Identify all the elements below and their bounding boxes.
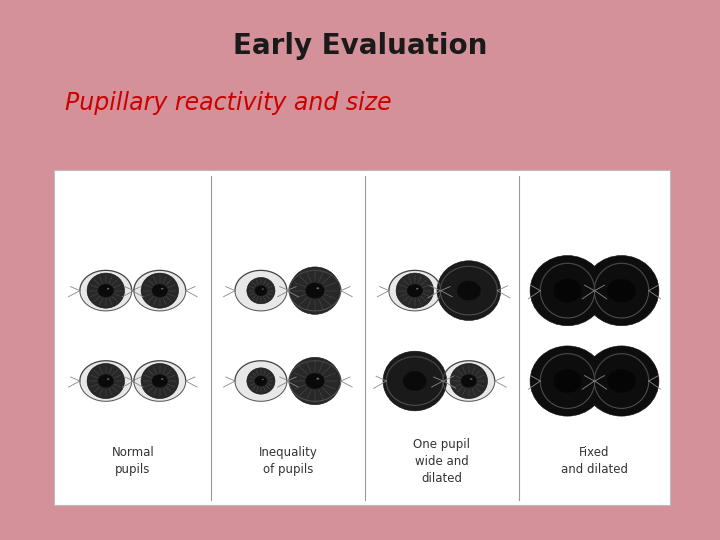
- Text: Pupillary reactivity and size: Pupillary reactivity and size: [65, 91, 392, 114]
- Ellipse shape: [437, 261, 500, 320]
- Ellipse shape: [161, 378, 163, 380]
- Ellipse shape: [87, 363, 125, 399]
- Polygon shape: [387, 357, 444, 406]
- Ellipse shape: [289, 357, 340, 404]
- Ellipse shape: [403, 371, 427, 391]
- Ellipse shape: [584, 346, 659, 416]
- Ellipse shape: [247, 278, 275, 304]
- Ellipse shape: [457, 281, 481, 300]
- Polygon shape: [389, 271, 441, 311]
- Ellipse shape: [289, 267, 340, 314]
- Ellipse shape: [407, 284, 423, 297]
- Polygon shape: [540, 264, 595, 318]
- Ellipse shape: [87, 273, 125, 308]
- Polygon shape: [134, 361, 186, 401]
- Ellipse shape: [262, 288, 264, 290]
- Text: Inequality
of pupils: Inequality of pupils: [258, 447, 318, 476]
- Polygon shape: [441, 266, 498, 315]
- Ellipse shape: [607, 279, 636, 302]
- Ellipse shape: [98, 375, 114, 388]
- Ellipse shape: [161, 288, 163, 289]
- Ellipse shape: [141, 363, 179, 399]
- Ellipse shape: [255, 376, 267, 386]
- Polygon shape: [235, 271, 287, 311]
- Ellipse shape: [607, 369, 636, 393]
- Polygon shape: [134, 271, 186, 311]
- Ellipse shape: [141, 273, 179, 308]
- Ellipse shape: [584, 255, 659, 326]
- Ellipse shape: [530, 346, 605, 416]
- Ellipse shape: [152, 375, 168, 388]
- Text: Early Evaluation: Early Evaluation: [233, 32, 487, 60]
- Polygon shape: [443, 361, 495, 401]
- Polygon shape: [80, 271, 132, 311]
- Polygon shape: [289, 271, 341, 311]
- Text: Normal
pupils: Normal pupils: [112, 447, 154, 476]
- Ellipse shape: [553, 369, 582, 393]
- Ellipse shape: [316, 377, 319, 380]
- Ellipse shape: [553, 279, 582, 302]
- Text: One pupil
wide and
dilated: One pupil wide and dilated: [413, 438, 470, 485]
- Ellipse shape: [416, 288, 418, 289]
- Ellipse shape: [305, 283, 325, 299]
- Polygon shape: [594, 264, 649, 318]
- Ellipse shape: [247, 368, 275, 394]
- Ellipse shape: [262, 379, 264, 380]
- Ellipse shape: [316, 287, 319, 289]
- Polygon shape: [594, 354, 649, 408]
- Ellipse shape: [470, 378, 472, 380]
- Polygon shape: [289, 361, 341, 401]
- FancyBboxPatch shape: [54, 170, 670, 505]
- Ellipse shape: [450, 363, 487, 399]
- Ellipse shape: [396, 273, 433, 308]
- Polygon shape: [235, 361, 287, 401]
- Text: Fixed
and dilated: Fixed and dilated: [561, 447, 628, 476]
- Ellipse shape: [383, 351, 446, 411]
- Ellipse shape: [107, 288, 109, 289]
- Ellipse shape: [255, 286, 267, 296]
- Ellipse shape: [152, 284, 168, 297]
- Ellipse shape: [107, 378, 109, 380]
- Ellipse shape: [98, 284, 114, 297]
- Polygon shape: [540, 354, 595, 408]
- Ellipse shape: [530, 255, 605, 326]
- Polygon shape: [80, 361, 132, 401]
- Ellipse shape: [305, 373, 325, 389]
- Ellipse shape: [461, 375, 477, 388]
